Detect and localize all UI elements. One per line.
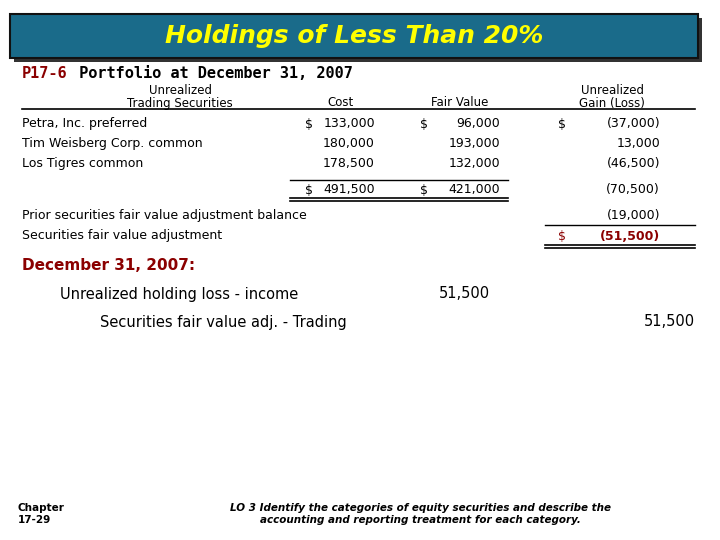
Text: 178,500: 178,500 [323, 158, 375, 171]
Text: (70,500): (70,500) [606, 184, 660, 197]
Text: Gain (Loss): Gain (Loss) [579, 97, 645, 110]
Text: $: $ [558, 118, 566, 131]
Text: Trading Securities: Trading Securities [127, 97, 233, 110]
Text: Tim Weisberg Corp. common: Tim Weisberg Corp. common [22, 138, 202, 151]
Text: Los Tigres common: Los Tigres common [22, 158, 143, 171]
Text: Prior securities fair value adjustment balance: Prior securities fair value adjustment b… [22, 210, 307, 222]
Text: (37,000): (37,000) [606, 118, 660, 131]
Text: 133,000: 133,000 [323, 118, 375, 131]
Text: Securities fair value adjustment: Securities fair value adjustment [22, 230, 222, 242]
Text: LO 3 Identify the categories of equity securities and describe the
accounting an: LO 3 Identify the categories of equity s… [230, 503, 611, 525]
Text: 421,000: 421,000 [449, 184, 500, 197]
Text: $: $ [558, 230, 566, 242]
Text: $: $ [305, 184, 313, 197]
Text: 132,000: 132,000 [449, 158, 500, 171]
Text: $: $ [305, 118, 313, 131]
Text: Petra, Inc. preferred: Petra, Inc. preferred [22, 118, 148, 131]
Text: Chapter: Chapter [18, 503, 65, 513]
Text: Holdings of Less Than 20%: Holdings of Less Than 20% [165, 24, 543, 48]
Text: Unrealized: Unrealized [580, 84, 644, 98]
Text: Unrealized: Unrealized [148, 84, 212, 98]
Text: $: $ [420, 118, 428, 131]
Text: 193,000: 193,000 [449, 138, 500, 151]
Text: (19,000): (19,000) [606, 210, 660, 222]
Text: P17-6: P17-6 [22, 66, 68, 82]
Text: 13,000: 13,000 [616, 138, 660, 151]
Text: 96,000: 96,000 [456, 118, 500, 131]
Text: Fair Value: Fair Value [431, 97, 489, 110]
Text: 51,500: 51,500 [439, 287, 490, 301]
Text: 51,500: 51,500 [644, 314, 695, 329]
Text: Portfolio at December 31, 2007: Portfolio at December 31, 2007 [70, 66, 353, 82]
Text: 180,000: 180,000 [323, 138, 375, 151]
Text: 491,500: 491,500 [323, 184, 375, 197]
Text: Securities fair value adj. - Trading: Securities fair value adj. - Trading [100, 314, 347, 329]
Text: Unrealized holding loss - income: Unrealized holding loss - income [60, 287, 298, 301]
Text: (51,500): (51,500) [600, 230, 660, 242]
Text: Cost: Cost [327, 97, 353, 110]
Text: (46,500): (46,500) [606, 158, 660, 171]
Text: 17-29: 17-29 [18, 515, 51, 525]
Text: December 31, 2007:: December 31, 2007: [22, 259, 195, 273]
Text: $: $ [420, 184, 428, 197]
FancyBboxPatch shape [10, 14, 698, 58]
FancyBboxPatch shape [14, 18, 702, 62]
